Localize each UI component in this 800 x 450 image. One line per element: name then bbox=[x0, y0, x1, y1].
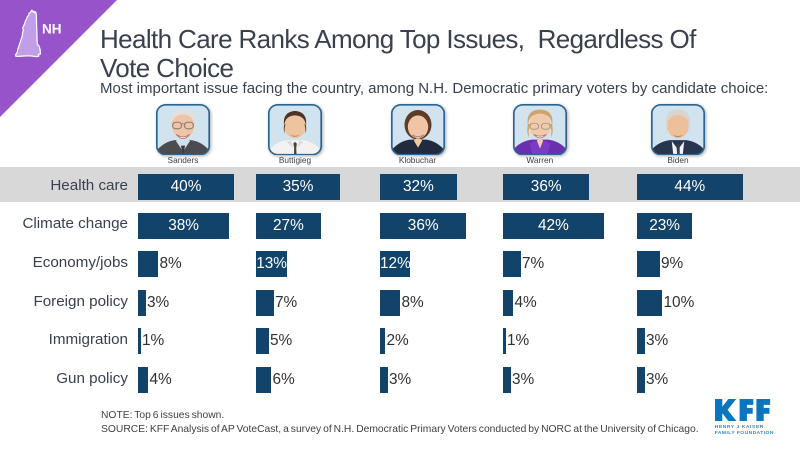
svg-text:HENRY J KAISER: HENRY J KAISER bbox=[715, 424, 764, 430]
svg-text:NH: NH bbox=[42, 22, 62, 37]
svg-text:FAMILY FOUNDATION: FAMILY FOUNDATION bbox=[715, 430, 774, 436]
